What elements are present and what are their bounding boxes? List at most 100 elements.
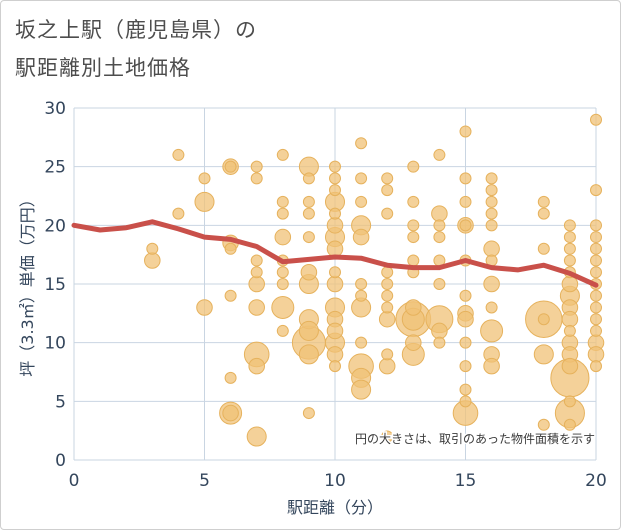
bubble-point bbox=[250, 172, 263, 185]
bubble-point bbox=[563, 324, 576, 337]
bubble-point bbox=[276, 266, 289, 279]
bubble-point bbox=[563, 219, 576, 232]
chart-title-line2: 駅距離別土地価格 bbox=[15, 56, 191, 80]
bubble-point bbox=[457, 310, 474, 328]
y-tick-label: 25 bbox=[44, 158, 66, 178]
bubble-point bbox=[302, 231, 315, 244]
bubble-point bbox=[302, 407, 315, 420]
bubble-point bbox=[276, 195, 289, 208]
bubble-point bbox=[326, 240, 344, 258]
bubble-point bbox=[248, 275, 265, 293]
bubble-point bbox=[590, 266, 602, 279]
bubble-point bbox=[276, 324, 289, 337]
bubble-point bbox=[459, 289, 472, 302]
bubble-point bbox=[407, 195, 420, 208]
bubble-point bbox=[355, 172, 368, 185]
bubble-point bbox=[480, 319, 504, 343]
bubble-point bbox=[405, 299, 422, 316]
bubble-point bbox=[590, 301, 602, 314]
bubble-point bbox=[563, 418, 576, 431]
bubble-point bbox=[329, 207, 341, 220]
x-tick-label: 0 bbox=[69, 471, 80, 491]
bubble-point bbox=[224, 371, 237, 384]
bubble-point bbox=[590, 113, 602, 126]
bubble-size-note: 円の大きさは、取引のあった物件面積を示す bbox=[355, 431, 595, 446]
bubble-point bbox=[459, 125, 472, 138]
bubble-point bbox=[561, 357, 579, 375]
bubble-point bbox=[485, 207, 498, 220]
bubble-point bbox=[537, 418, 550, 431]
bubble-point bbox=[302, 195, 315, 208]
bubble-point bbox=[248, 299, 265, 316]
bubble-point bbox=[459, 336, 472, 349]
bubble-point bbox=[222, 404, 239, 422]
bubble-point bbox=[459, 395, 472, 408]
bubble-point bbox=[355, 137, 368, 150]
bubble-point bbox=[224, 242, 237, 255]
bubble-point bbox=[298, 344, 319, 365]
bubble-point bbox=[590, 219, 602, 232]
bubble-point bbox=[329, 184, 341, 197]
bubble-point bbox=[144, 252, 161, 269]
bubble-point bbox=[433, 278, 446, 290]
bubble-point bbox=[485, 172, 498, 185]
bubble-point bbox=[224, 289, 237, 302]
chart-title-line1: 坂之上駅（鹿児島県）の bbox=[15, 18, 257, 42]
bubble-point bbox=[378, 310, 396, 328]
bubble-point bbox=[355, 289, 368, 302]
bubble-point bbox=[537, 195, 550, 208]
y-tick-label: 5 bbox=[55, 392, 66, 412]
bubble-point bbox=[329, 172, 341, 185]
bubble-point bbox=[485, 195, 498, 208]
bubble-point bbox=[329, 160, 341, 173]
bubble-point bbox=[224, 160, 237, 173]
x-axis-label: 駅距離（分） bbox=[287, 498, 383, 517]
bubble-point bbox=[351, 379, 372, 400]
bubble-point bbox=[271, 295, 295, 319]
bubble-point bbox=[587, 346, 605, 363]
bubble-point bbox=[533, 344, 554, 365]
bubble-point bbox=[537, 313, 550, 326]
bubble-point bbox=[250, 266, 263, 279]
bubble-point bbox=[326, 275, 344, 293]
bubble-point bbox=[590, 324, 602, 337]
bubble-point bbox=[590, 313, 602, 326]
bubble-point bbox=[459, 195, 472, 208]
bubble-point bbox=[172, 148, 185, 161]
x-tick-label: 20 bbox=[585, 471, 607, 491]
bubble-point bbox=[326, 322, 344, 340]
bubble-point bbox=[381, 278, 394, 290]
bubble-point bbox=[433, 231, 446, 244]
x-tick-label: 5 bbox=[199, 471, 210, 491]
bubble-point bbox=[326, 217, 344, 234]
bubble-point bbox=[381, 184, 394, 197]
bubble-point bbox=[381, 301, 394, 314]
bubble-point bbox=[352, 228, 370, 246]
bubble-point bbox=[407, 254, 420, 267]
bubble-point bbox=[276, 148, 289, 161]
bubble-point bbox=[274, 228, 292, 246]
bubble-point bbox=[433, 148, 446, 161]
bubble-point bbox=[405, 334, 422, 351]
bubble-point bbox=[459, 360, 472, 373]
bubble-point bbox=[407, 231, 420, 244]
y-tick-label: 10 bbox=[44, 334, 66, 354]
bubble-point bbox=[590, 231, 602, 244]
bubble-point bbox=[537, 242, 550, 255]
bubble-point bbox=[483, 240, 500, 258]
bubble-point bbox=[590, 242, 602, 255]
y-tick-label: 20 bbox=[44, 216, 66, 236]
bubble-point bbox=[381, 172, 394, 185]
bubble-point bbox=[250, 160, 263, 173]
bubble-point bbox=[302, 207, 315, 220]
bubble-point bbox=[483, 357, 500, 375]
bubble-point bbox=[250, 254, 263, 267]
bubble-point bbox=[407, 219, 420, 232]
bubble-point bbox=[590, 289, 602, 302]
bubble-point bbox=[563, 231, 576, 244]
average-trend-line bbox=[71, 219, 599, 288]
bubble-point bbox=[407, 160, 420, 173]
bubble-point bbox=[431, 322, 448, 340]
bubble-point bbox=[300, 263, 318, 281]
